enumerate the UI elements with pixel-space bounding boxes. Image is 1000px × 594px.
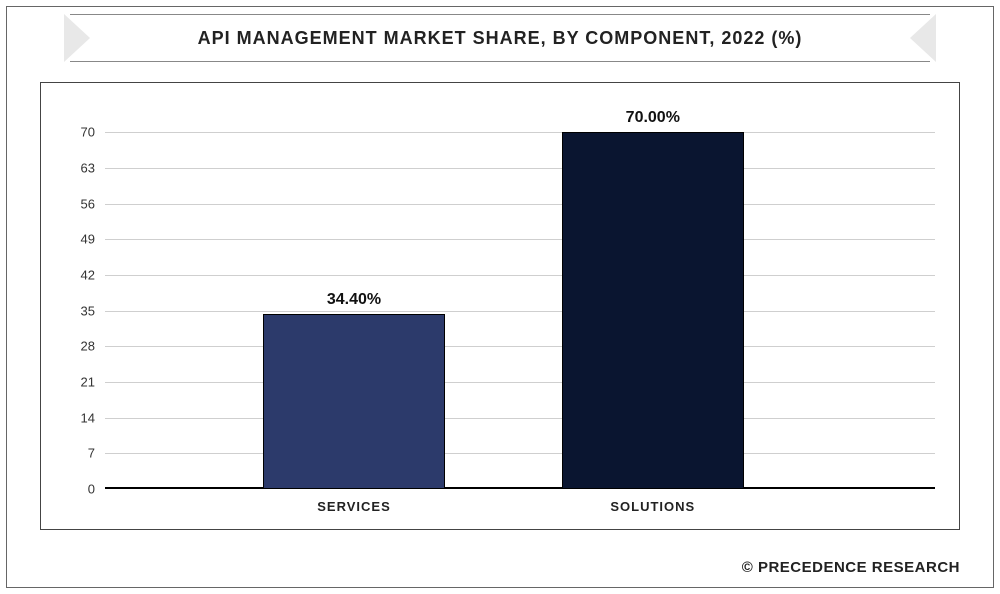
grid-line [105, 418, 935, 419]
title-banner: API MANAGEMENT MARKET SHARE, BY COMPONEN… [70, 14, 930, 62]
y-tick-label: 42 [65, 268, 105, 283]
x-tick-label: SOLUTIONS [610, 489, 695, 514]
y-tick-label: 7 [65, 446, 105, 461]
y-tick-label: 0 [65, 482, 105, 497]
source-attribution: © PRECEDENCE RESEARCH [742, 559, 960, 576]
grid-line [105, 382, 935, 383]
banner-body: API MANAGEMENT MARKET SHARE, BY COMPONEN… [70, 14, 930, 62]
chart-title: API MANAGEMENT MARKET SHARE, BY COMPONEN… [198, 28, 803, 49]
y-tick-label: 28 [65, 339, 105, 354]
grid-line [105, 346, 935, 347]
bar-solutions: 70.00% [562, 132, 745, 489]
y-tick-label: 21 [65, 375, 105, 390]
grid-line [105, 275, 935, 276]
y-tick-label: 56 [65, 196, 105, 211]
banner-notch-right [910, 14, 936, 62]
grid-line [105, 168, 935, 169]
banner-notch-left [64, 14, 90, 62]
grid-line [105, 204, 935, 205]
grid-line [105, 453, 935, 454]
x-tick-label: SERVICES [317, 489, 391, 514]
grid-line [105, 239, 935, 240]
plot-area: 0714212835424956637034.40%SERVICES70.00%… [105, 107, 935, 489]
grid-line [105, 311, 935, 312]
y-tick-label: 49 [65, 232, 105, 247]
bar-value-label: 70.00% [626, 109, 680, 133]
y-tick-label: 35 [65, 303, 105, 318]
grid-line [105, 132, 935, 133]
y-tick-label: 63 [65, 161, 105, 176]
bar-value-label: 34.40% [327, 291, 381, 315]
y-tick-label: 14 [65, 410, 105, 425]
bar-services: 34.40% [263, 314, 446, 489]
y-tick-label: 70 [65, 125, 105, 140]
x-axis [105, 487, 935, 489]
plot-frame: 0714212835424956637034.40%SERVICES70.00%… [40, 82, 960, 530]
